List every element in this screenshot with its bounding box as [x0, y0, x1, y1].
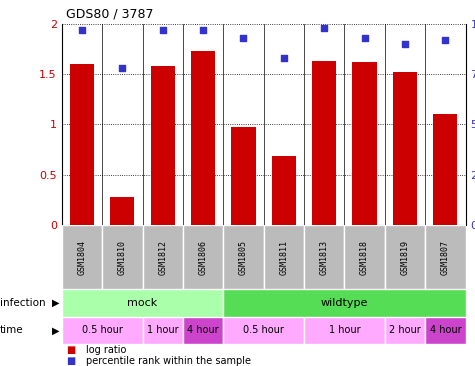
- Bar: [352, 62, 377, 225]
- Bar: [231, 127, 256, 225]
- Point: [280, 55, 288, 61]
- Text: GSM1805: GSM1805: [239, 240, 248, 274]
- Text: GSM1818: GSM1818: [360, 240, 369, 274]
- Bar: [425, 225, 466, 289]
- Bar: [183, 317, 223, 344]
- Bar: [142, 225, 183, 289]
- Bar: [191, 51, 215, 225]
- Bar: [62, 317, 142, 344]
- Point: [119, 65, 126, 71]
- Text: 4 hour: 4 hour: [429, 325, 461, 335]
- Text: time: time: [0, 325, 24, 335]
- Bar: [62, 225, 102, 289]
- Point: [361, 35, 369, 41]
- Bar: [385, 317, 425, 344]
- Text: ■: ■: [66, 356, 76, 366]
- Text: GSM1807: GSM1807: [441, 240, 450, 274]
- Text: ▶: ▶: [52, 298, 59, 308]
- Bar: [110, 197, 134, 225]
- Text: GSM1810: GSM1810: [118, 240, 127, 274]
- Point: [78, 27, 86, 33]
- Text: GSM1811: GSM1811: [279, 240, 288, 274]
- Bar: [223, 225, 264, 289]
- Bar: [223, 289, 466, 317]
- Bar: [385, 225, 425, 289]
- Text: GSM1812: GSM1812: [158, 240, 167, 274]
- Text: percentile rank within the sample: percentile rank within the sample: [86, 356, 250, 366]
- Bar: [151, 66, 175, 225]
- Text: GSM1819: GSM1819: [400, 240, 409, 274]
- Bar: [142, 317, 183, 344]
- Text: 0.5 hour: 0.5 hour: [82, 325, 123, 335]
- Bar: [344, 225, 385, 289]
- Bar: [304, 317, 385, 344]
- Text: GSM1806: GSM1806: [199, 240, 208, 274]
- Bar: [183, 225, 223, 289]
- Point: [401, 41, 408, 47]
- Point: [200, 27, 207, 33]
- Text: 0.5 hour: 0.5 hour: [243, 325, 284, 335]
- Bar: [433, 114, 457, 225]
- Bar: [272, 156, 296, 225]
- Point: [320, 25, 328, 31]
- Bar: [425, 317, 466, 344]
- Text: 1 hour: 1 hour: [147, 325, 179, 335]
- Text: GDS80 / 3787: GDS80 / 3787: [66, 7, 154, 20]
- Text: mock: mock: [127, 298, 158, 308]
- Point: [239, 35, 247, 41]
- Bar: [393, 72, 417, 225]
- Bar: [264, 225, 304, 289]
- Text: log ratio: log ratio: [86, 345, 126, 355]
- Text: GSM1813: GSM1813: [320, 240, 329, 274]
- Text: GSM1804: GSM1804: [77, 240, 86, 274]
- Text: ■: ■: [66, 345, 76, 355]
- Bar: [312, 61, 336, 225]
- Text: 4 hour: 4 hour: [187, 325, 219, 335]
- Bar: [62, 289, 223, 317]
- Text: 2 hour: 2 hour: [389, 325, 421, 335]
- Bar: [70, 64, 94, 225]
- Text: 1 hour: 1 hour: [329, 325, 360, 335]
- Point: [159, 27, 166, 33]
- Point: [442, 37, 449, 43]
- Bar: [223, 317, 304, 344]
- Text: infection: infection: [0, 298, 46, 308]
- Bar: [102, 225, 142, 289]
- Text: ▶: ▶: [52, 325, 59, 335]
- Bar: [304, 225, 344, 289]
- Text: wildtype: wildtype: [321, 298, 368, 308]
